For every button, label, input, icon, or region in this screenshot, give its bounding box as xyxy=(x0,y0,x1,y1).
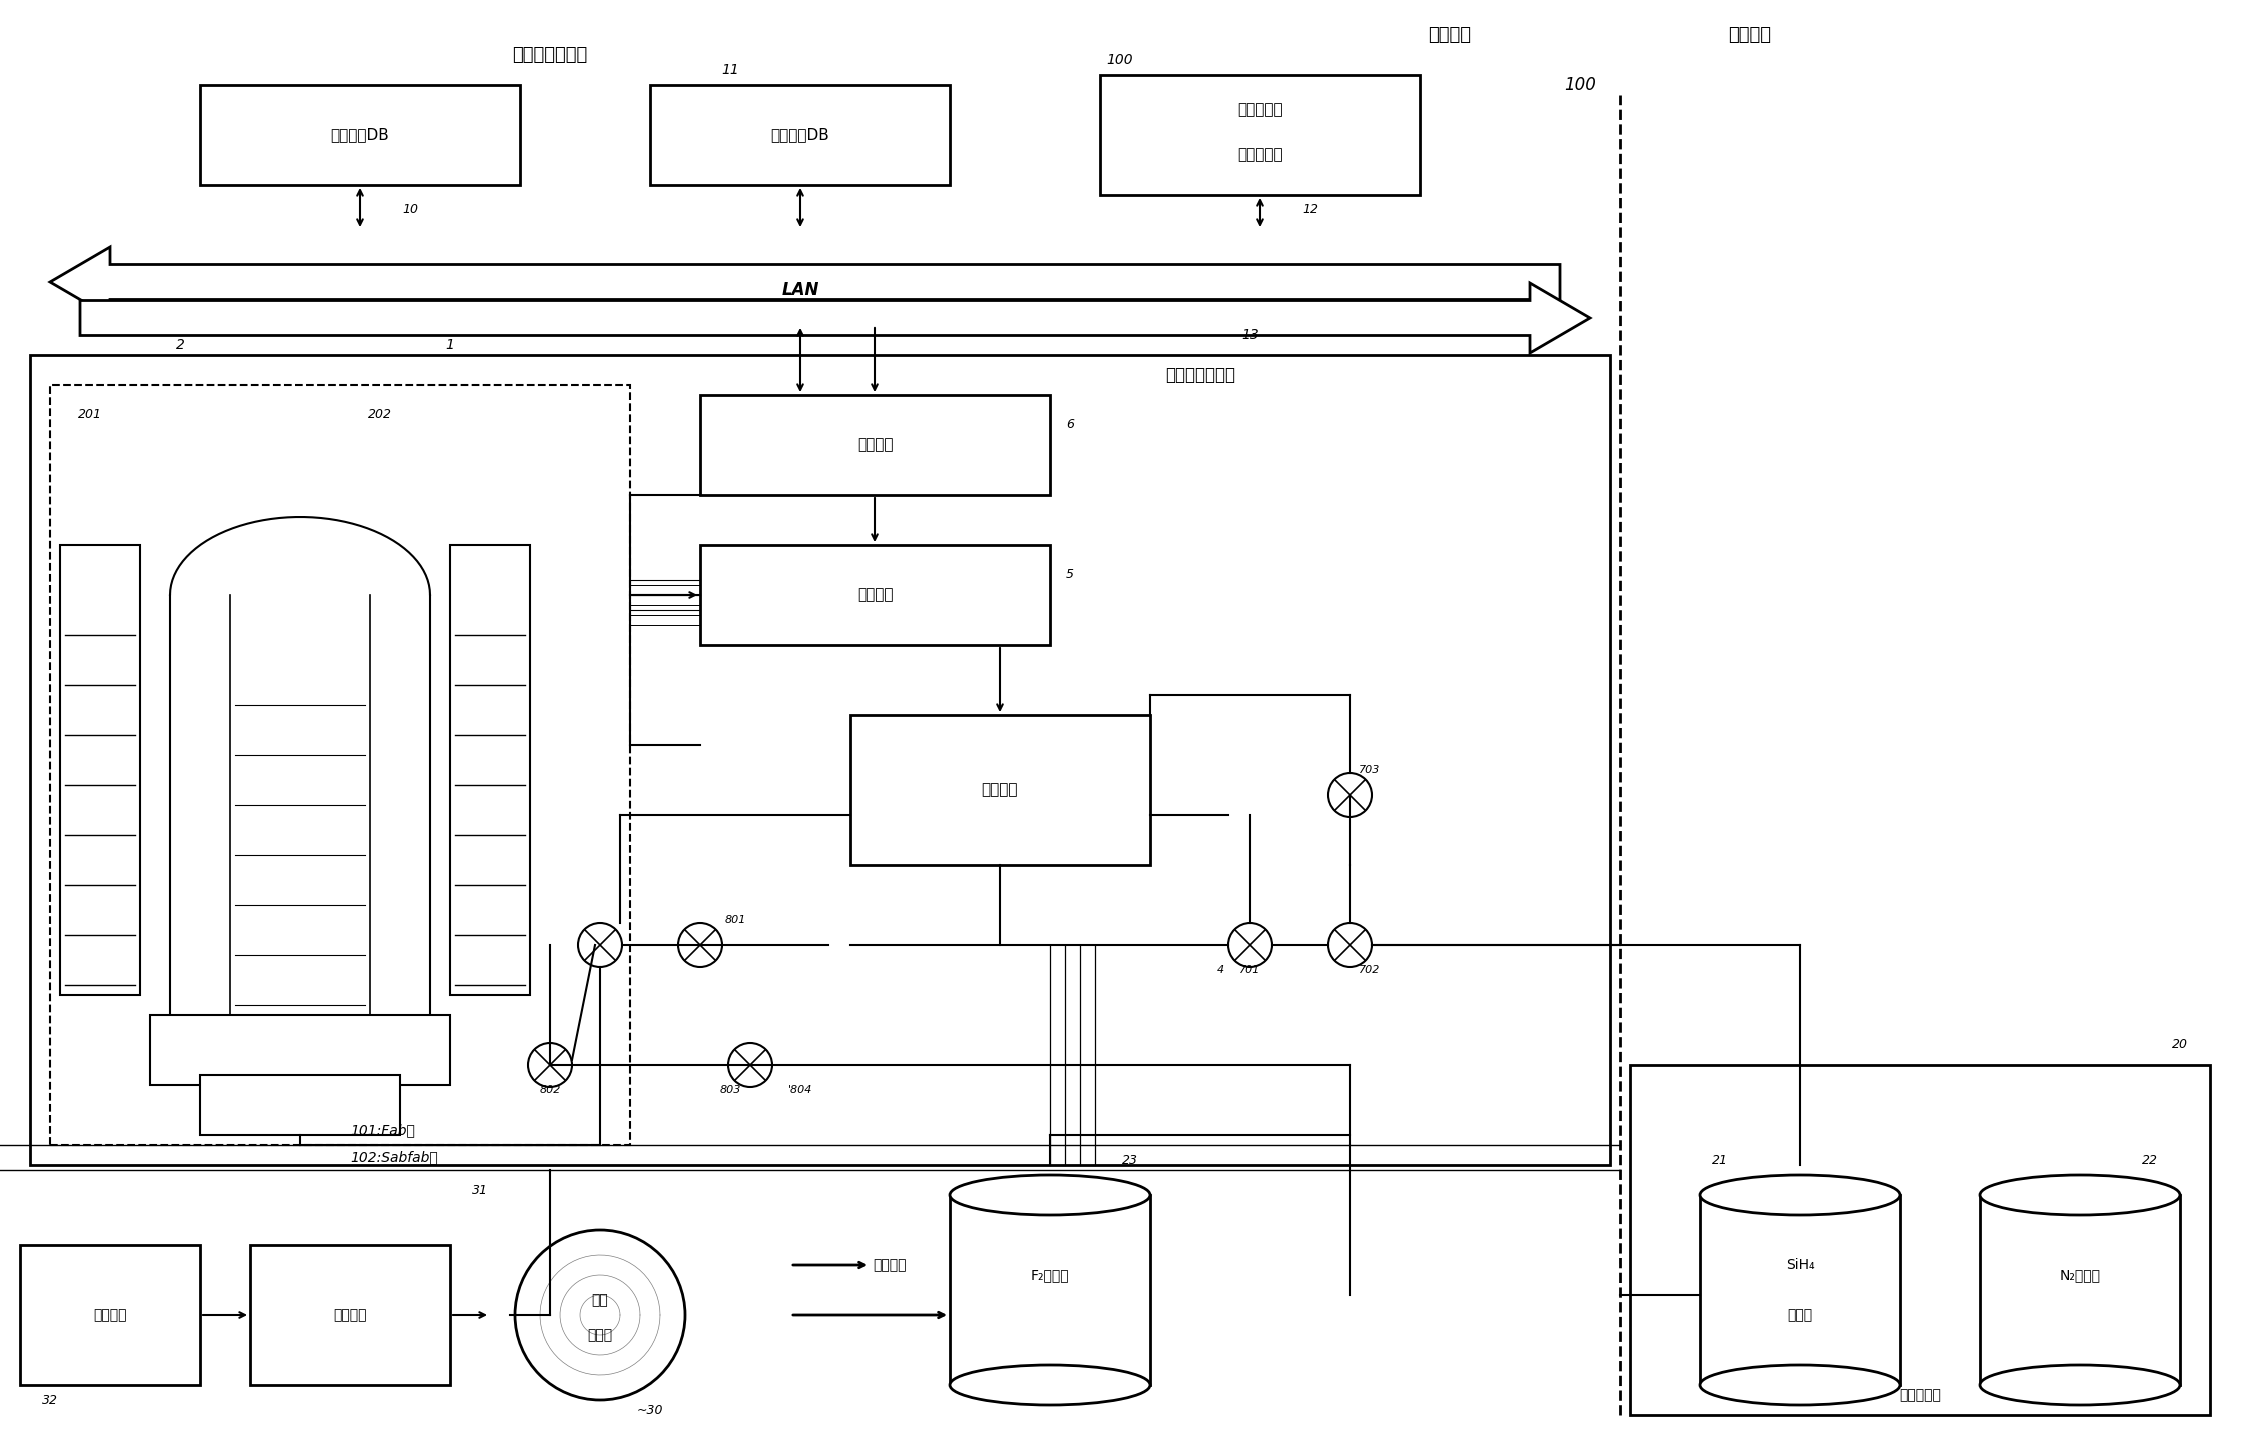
Text: 6: 6 xyxy=(1067,419,1073,432)
Text: 5: 5 xyxy=(1067,568,1073,581)
Text: 701: 701 xyxy=(1239,965,1262,975)
Bar xyxy=(1701,1195,1900,1384)
FancyArrow shape xyxy=(49,247,1560,316)
Bar xyxy=(251,1246,450,1384)
Text: 201: 201 xyxy=(78,409,103,422)
Text: 802: 802 xyxy=(540,1085,560,1095)
Text: 703: 703 xyxy=(1360,764,1380,775)
Bar xyxy=(1100,75,1421,195)
Bar xyxy=(199,85,520,185)
Text: 半导体制造系统: 半导体制造系统 xyxy=(513,46,587,64)
Bar xyxy=(699,545,1051,644)
Text: 4: 4 xyxy=(1217,965,1224,975)
Text: 其它装置: 其它装置 xyxy=(874,1259,908,1272)
Text: 101:Fab层: 101:Fab层 xyxy=(350,1123,415,1137)
Ellipse shape xyxy=(950,1175,1150,1215)
Text: 1: 1 xyxy=(446,338,455,353)
Text: 100: 100 xyxy=(1107,53,1134,66)
Text: N₂发生器: N₂发生器 xyxy=(2059,1269,2100,1282)
Text: 外部供给源: 外部供给源 xyxy=(1898,1389,1941,1402)
Text: 缓冲控制器: 缓冲控制器 xyxy=(1237,147,1282,162)
Text: 真空: 真空 xyxy=(592,1293,607,1306)
Bar xyxy=(20,1246,199,1384)
Text: 12: 12 xyxy=(1302,204,1318,217)
Text: 工厂内综合: 工厂内综合 xyxy=(1237,103,1282,117)
Text: 32: 32 xyxy=(43,1393,58,1406)
Text: 排气管道: 排气管道 xyxy=(94,1308,128,1322)
Text: 20: 20 xyxy=(2172,1039,2187,1052)
Text: ~30: ~30 xyxy=(636,1403,663,1416)
Bar xyxy=(29,355,1609,1165)
Text: 洁净室外: 洁净室外 xyxy=(1728,26,1770,43)
Ellipse shape xyxy=(1701,1175,1900,1215)
Text: 测定部件: 测定部件 xyxy=(856,588,894,603)
Bar xyxy=(1981,1195,2180,1384)
Text: 除害装置: 除害装置 xyxy=(334,1308,368,1322)
Text: F₂发生器: F₂发生器 xyxy=(1031,1269,1069,1282)
Bar xyxy=(950,1195,1150,1384)
Text: 11: 11 xyxy=(722,64,740,77)
Bar xyxy=(199,1075,399,1134)
Text: 装置管理DB: 装置管理DB xyxy=(771,127,829,143)
Text: 洁净室内: 洁净室内 xyxy=(1428,26,1472,43)
Bar xyxy=(849,715,1150,866)
Text: 气体瓶: 气体瓶 xyxy=(1788,1308,1813,1322)
Text: 702: 702 xyxy=(1360,965,1380,975)
Text: SiH₄: SiH₄ xyxy=(1786,1259,1815,1272)
Text: 排气泵: 排气泵 xyxy=(587,1328,612,1342)
Text: LAN: LAN xyxy=(782,280,818,299)
Text: 10: 10 xyxy=(401,204,419,217)
Bar xyxy=(150,1014,450,1085)
Text: 21: 21 xyxy=(1712,1153,1728,1166)
Text: 半导体制造装置: 半导体制造装置 xyxy=(1165,366,1235,384)
Text: 202: 202 xyxy=(368,409,392,422)
Text: 产品管理DB: 产品管理DB xyxy=(332,127,390,143)
Ellipse shape xyxy=(1981,1175,2180,1215)
Text: 2: 2 xyxy=(175,338,184,353)
Text: 22: 22 xyxy=(2142,1153,2158,1166)
Ellipse shape xyxy=(950,1366,1150,1405)
Bar xyxy=(1629,1065,2210,1415)
FancyArrow shape xyxy=(81,283,1591,353)
Bar xyxy=(699,394,1051,496)
Text: 13: 13 xyxy=(1242,328,1259,342)
Text: 801: 801 xyxy=(724,915,746,925)
Text: '804: '804 xyxy=(789,1085,811,1095)
Bar xyxy=(49,384,630,1144)
Text: 31: 31 xyxy=(473,1183,489,1196)
Bar xyxy=(61,545,139,996)
Text: 23: 23 xyxy=(1123,1153,1138,1166)
Text: 102:Sabfab层: 102:Sabfab层 xyxy=(350,1150,437,1165)
Bar xyxy=(450,545,531,996)
Text: 803: 803 xyxy=(719,1085,742,1095)
Text: 控制部件: 控制部件 xyxy=(856,438,894,452)
Bar xyxy=(650,85,950,185)
Text: 100: 100 xyxy=(1564,77,1596,94)
Ellipse shape xyxy=(1701,1366,1900,1405)
Text: 缓冲部件: 缓冲部件 xyxy=(982,783,1017,798)
Ellipse shape xyxy=(1981,1366,2180,1405)
